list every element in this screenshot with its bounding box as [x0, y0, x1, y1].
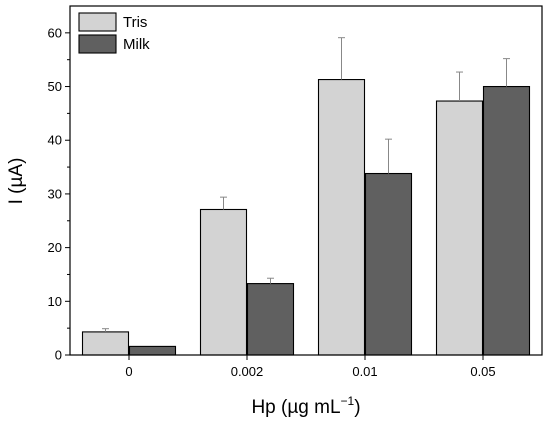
bar-tris-1	[199, 208, 248, 356]
x-tick-label-0: 0	[125, 364, 132, 379]
y-tick-label-30: 30	[48, 186, 62, 201]
y-tick-label-20: 20	[48, 240, 62, 255]
x-axis-label: Hp (µg mL−1)	[251, 394, 360, 418]
x-axis-label-close: )	[354, 397, 360, 418]
legend-label-milk: Milk	[123, 36, 150, 53]
x-axis: 0 0.002 0.01 0.05	[125, 355, 496, 379]
y-tick-label-0: 0	[55, 348, 62, 363]
bar-milk-0	[128, 345, 177, 356]
x-tick-label-3: 0.05	[470, 364, 495, 379]
bar-tris-2	[317, 79, 366, 356]
x-axis-label-main: Hp (µg mL	[251, 397, 340, 418]
bar-milk-3	[482, 85, 531, 356]
y-axis-label: I (µA)	[6, 158, 27, 205]
x-tick-label-1: 0.002	[231, 364, 264, 379]
y-axis: 0 10 20 30 40 50 60	[48, 25, 70, 363]
error-bars-layer	[102, 37, 510, 332]
legend-label-tris: Tris	[123, 14, 147, 31]
bar-milk-1	[246, 283, 295, 356]
x-tick-label-2: 0.01	[352, 364, 377, 379]
legend-swatch-tris	[78, 12, 117, 32]
legend-swatch-milk	[78, 34, 117, 54]
legend: Tris Milk	[78, 12, 150, 54]
bar-tris-0	[81, 331, 130, 356]
bar-milk-2	[364, 172, 413, 356]
y-tick-label-50: 50	[48, 79, 62, 94]
bar-tris-3	[435, 100, 484, 356]
bars-layer	[81, 79, 531, 356]
y-tick-label-40: 40	[48, 133, 62, 148]
y-tick-label-60: 60	[48, 25, 62, 40]
x-axis-label-superscript: −1	[341, 394, 355, 408]
plot-frame	[69, 5, 543, 356]
y-tick-label-10: 10	[48, 294, 62, 309]
